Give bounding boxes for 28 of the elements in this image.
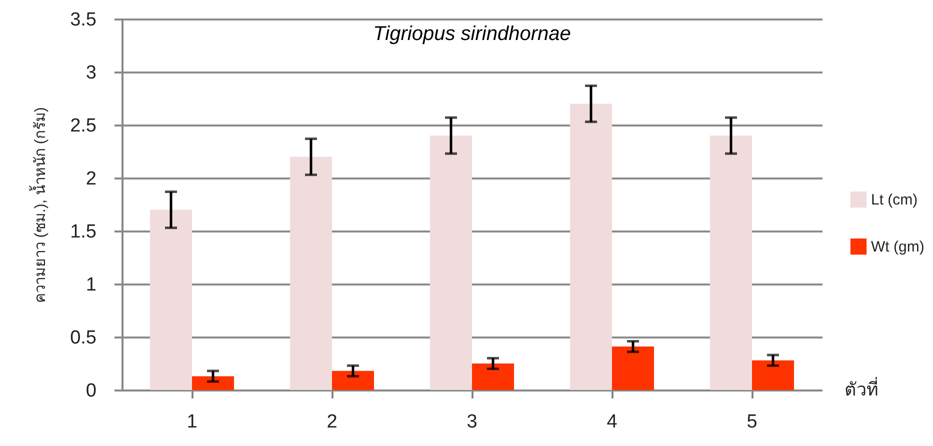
x-tick-label: 3 (466, 412, 478, 432)
legend-label: Wt (gm) (871, 238, 924, 256)
x-tick-label: 5 (746, 412, 758, 432)
chart-title: Tigriopus sirindhornae (373, 23, 571, 45)
bar (192, 376, 234, 390)
y-axis-title: ความยาว (ซม.), น้ำหนัก (กรัม) (29, 107, 50, 303)
bar (570, 104, 612, 390)
bar (430, 136, 472, 390)
y-tick-label: 3 (86, 62, 96, 84)
y-tick-label: 1 (86, 274, 96, 296)
legend-label: Lt (cm) (871, 192, 918, 208)
x-tick-label: 1 (186, 412, 198, 432)
x-tick-label: 2 (326, 412, 338, 432)
y-tick-label: 3.5 (70, 10, 96, 30)
bar (752, 360, 794, 390)
bar (332, 370, 374, 390)
x-tick-label: 4 (606, 412, 618, 432)
bar (290, 156, 332, 390)
bar (472, 364, 514, 390)
y-tick-label: 1.5 (70, 222, 96, 242)
bar (150, 210, 192, 390)
x-axis-title: ตัวที่ (844, 376, 878, 400)
y-tick-label: 2.5 (70, 116, 96, 136)
bar (710, 136, 752, 390)
y-tick-label: 2 (86, 168, 96, 190)
y-tick-label: 0.5 (70, 328, 96, 348)
y-tick-label: 0 (86, 380, 96, 402)
bar (612, 346, 654, 390)
